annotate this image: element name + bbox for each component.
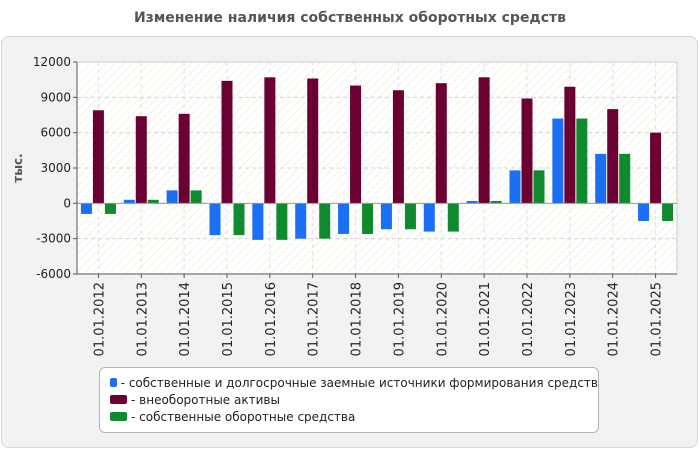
chart-title: Изменение наличия собственных оборотных … bbox=[133, 10, 567, 26]
bar-series-3 bbox=[404, 203, 416, 230]
y-axis-label: тыс. bbox=[11, 153, 25, 182]
x-tick-label: 01.01.2016 bbox=[264, 282, 279, 356]
y-tick-label: 6000 bbox=[40, 126, 71, 140]
legend-swatch bbox=[110, 395, 127, 404]
bar-series-1 bbox=[466, 200, 478, 204]
y-tick-label: 0 bbox=[63, 196, 71, 210]
legend-label: - собственные и долгосрочные заемные ист… bbox=[120, 375, 598, 390]
y-tick-label: 9000 bbox=[40, 90, 71, 104]
legend-label: - собственные оборотные средства bbox=[131, 409, 356, 424]
bar-series-3 bbox=[533, 170, 545, 204]
bar-series-1 bbox=[252, 203, 264, 240]
legend-item: - собственные оборотные средства bbox=[110, 408, 598, 425]
bar-series-3 bbox=[104, 203, 116, 214]
x-tick-label: 01.01.2021 bbox=[478, 282, 493, 356]
legend-item: - внеоборотные активы bbox=[110, 391, 598, 408]
bar-series-2 bbox=[264, 77, 276, 204]
bar-series-1 bbox=[338, 203, 350, 234]
bar-series-1 bbox=[80, 203, 92, 214]
bar-series-3 bbox=[662, 203, 674, 221]
bar-series-2 bbox=[650, 132, 662, 204]
bar-series-1 bbox=[423, 203, 435, 232]
x-tick-label: 01.01.2018 bbox=[350, 282, 365, 356]
x-tick-label: 01.01.2015 bbox=[221, 282, 236, 356]
legend-label: - внеоборотные активы bbox=[131, 392, 280, 407]
bar-series-2 bbox=[392, 90, 404, 204]
y-tick-label: 3000 bbox=[40, 161, 71, 175]
x-tick-label: 01.01.2013 bbox=[135, 282, 150, 356]
bar-series-2 bbox=[135, 116, 147, 204]
legend-swatch bbox=[110, 378, 117, 387]
legend-item: - собственные и долгосрочные заемные ист… bbox=[110, 374, 598, 391]
bar-series-1 bbox=[295, 203, 307, 239]
bar-series-2 bbox=[521, 98, 533, 204]
bar-series-2 bbox=[350, 85, 362, 204]
bar-series-1 bbox=[209, 203, 221, 236]
bar-series-3 bbox=[190, 190, 202, 204]
bar-series-1 bbox=[638, 203, 650, 221]
x-tick-label: 01.01.2012 bbox=[92, 282, 107, 356]
legend-swatch bbox=[110, 412, 127, 421]
bar-series-2 bbox=[307, 78, 319, 204]
bar-series-3 bbox=[276, 203, 288, 240]
bar-series-2 bbox=[92, 110, 104, 204]
bar-series-2 bbox=[178, 113, 190, 204]
bar-series-3 bbox=[233, 203, 245, 236]
bar-series-1 bbox=[595, 153, 607, 204]
axes: -6000 -3000 0 3000 6000 9000 12000 01.01.2012 01… bbox=[33, 55, 677, 356]
y-tick-label: 12000 bbox=[33, 55, 71, 69]
bar-series-1 bbox=[123, 199, 135, 204]
bar-series-3 bbox=[576, 118, 588, 204]
x-tick-label: 01.01.2025 bbox=[650, 282, 665, 356]
x-tick-label: 01.01.2014 bbox=[178, 282, 193, 356]
y-tick-label: -3000 bbox=[36, 232, 71, 246]
bar-series-1 bbox=[509, 170, 521, 204]
bar-series-2 bbox=[221, 80, 233, 204]
bar-series-2 bbox=[564, 86, 576, 204]
x-tick-label: 01.01.2023 bbox=[564, 282, 579, 356]
bar-series-3 bbox=[447, 203, 459, 232]
y-tick-label: -6000 bbox=[36, 267, 71, 281]
bar-series-2 bbox=[607, 109, 619, 204]
bar-series-3 bbox=[319, 203, 331, 239]
bar-series-3 bbox=[147, 199, 159, 204]
x-tick-label: 01.01.2019 bbox=[392, 282, 407, 356]
chart-legend: - собственные и долгосрочные заемные ист… bbox=[99, 367, 599, 433]
bars bbox=[80, 77, 674, 240]
bar-series-3 bbox=[362, 203, 374, 234]
x-tick-label: 01.01.2020 bbox=[435, 282, 450, 356]
bar-series-2 bbox=[478, 77, 490, 204]
bar-series-1 bbox=[380, 203, 392, 230]
bar-series-3 bbox=[619, 153, 631, 204]
bar-series-3 bbox=[490, 200, 502, 204]
x-tick-label: 01.01.2024 bbox=[607, 282, 622, 356]
x-tick-label: 01.01.2017 bbox=[307, 282, 322, 356]
bar-series-2 bbox=[435, 83, 447, 204]
bar-series-1 bbox=[552, 118, 564, 204]
x-tick-label: 01.01.2022 bbox=[521, 282, 536, 356]
bar-series-1 bbox=[166, 190, 178, 204]
